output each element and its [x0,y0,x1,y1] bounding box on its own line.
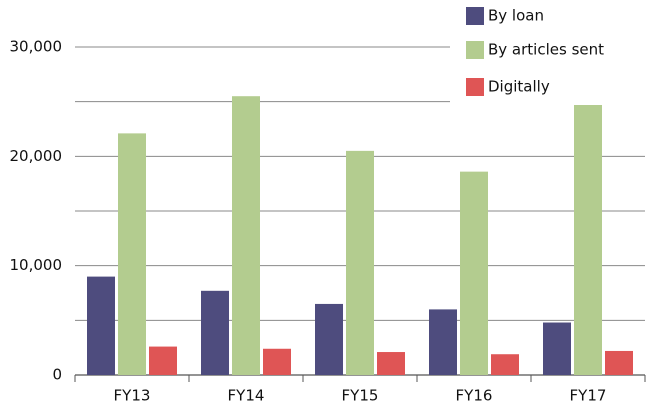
x-tick-label: FY13 [114,387,151,405]
x-tick-label: FY14 [228,387,265,405]
legend-swatch [466,41,484,59]
x-tick-label: FY15 [342,387,379,405]
legend-label: By loan [488,7,544,25]
bar [263,348,291,375]
legend-swatch [466,78,484,96]
bar [377,352,405,375]
bar [543,322,571,375]
y-tick-label: 30,000 [10,38,63,56]
y-tick-label: 0 [52,366,62,384]
bar [149,346,177,375]
bar [429,309,457,375]
bar [315,303,343,375]
bar [201,290,229,375]
legend-label: By articles sent [488,41,604,59]
bar [460,171,488,375]
bar [605,350,633,375]
legend-label: Digitally [488,78,550,96]
bar [118,133,146,375]
legend-swatch [466,7,484,25]
x-tick-label: FY16 [456,387,493,405]
bar [574,88,602,376]
y-tick-label: 20,000 [10,147,63,165]
x-tick-label: FY17 [570,387,607,405]
bar [232,96,260,375]
bar [87,276,115,375]
bar [491,354,519,375]
bar [346,150,374,375]
y-tick-label: 10,000 [10,256,63,274]
